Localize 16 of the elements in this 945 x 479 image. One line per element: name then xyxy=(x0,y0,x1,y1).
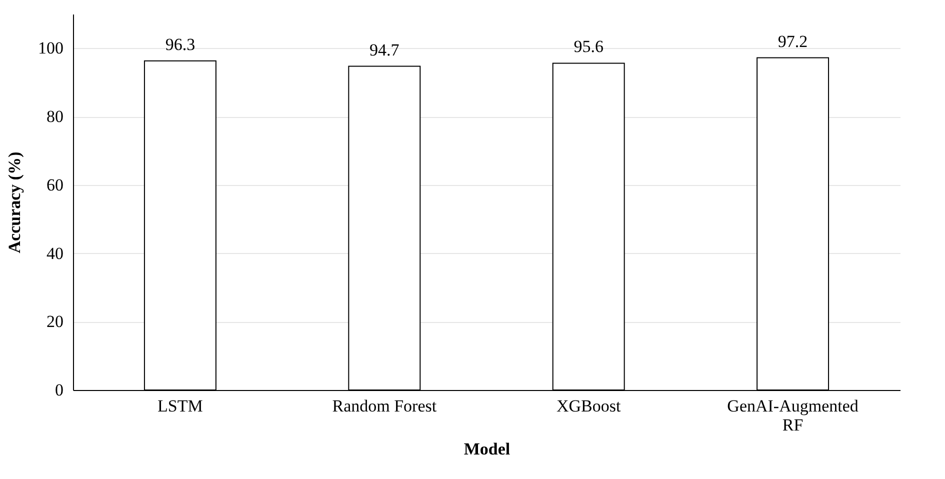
x-tick-label: Random Forest xyxy=(332,396,437,416)
data-label: 95.6 xyxy=(574,37,604,56)
y-tick-label: 60 xyxy=(46,175,64,194)
x-tick-label: GenAI-Augmented RF xyxy=(727,396,859,434)
x-axis-title: Model xyxy=(464,440,510,458)
y-tick-label: 20 xyxy=(46,312,64,332)
data-label: 94.7 xyxy=(370,40,400,60)
data-label: 96.3 xyxy=(165,34,196,54)
y-tick-label: 100 xyxy=(38,38,64,58)
data-label: 97.2 xyxy=(778,32,808,51)
x-tick-label: XGBoost xyxy=(556,396,621,416)
y-axis-title: Accuracy (%) xyxy=(5,152,24,254)
y-tick-label: 80 xyxy=(46,107,64,126)
y-tick-label: 0 xyxy=(55,380,64,400)
x-tick-label: LSTM xyxy=(158,396,203,416)
y-tick-label: 40 xyxy=(46,244,64,263)
